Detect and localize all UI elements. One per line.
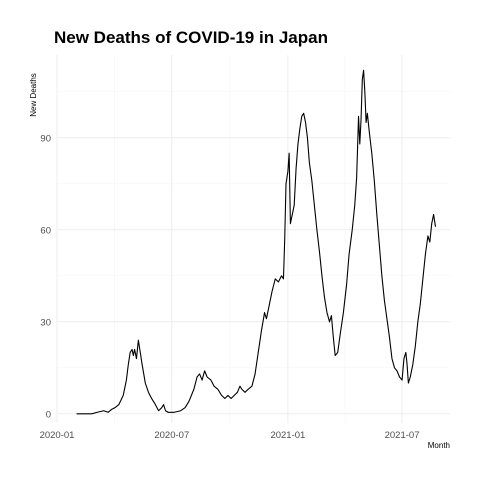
major-gridlines xyxy=(56,55,450,423)
series-group xyxy=(76,69,437,415)
y-axis-tick-labels: 0 30 60 90 xyxy=(40,133,51,420)
y-tick-label: 30 xyxy=(40,317,51,328)
chart-title: New Deaths of COVID-19 in Japan xyxy=(54,28,328,47)
x-axis-tick-labels: 2020-01 2020-07 2021-01 2021-07 xyxy=(40,430,420,441)
x-tick-label: 2021-07 xyxy=(385,430,420,441)
x-axis-title: Month xyxy=(428,441,450,450)
x-tick-label: 2021-01 xyxy=(270,430,305,441)
minor-gridlines xyxy=(57,55,450,423)
x-tick-label: 2020-07 xyxy=(154,430,189,441)
x-tick-label: 2020-01 xyxy=(40,430,75,441)
y-tick-label: 60 xyxy=(40,225,51,236)
series-line-0 xyxy=(76,69,437,415)
y-tick-label: 90 xyxy=(40,133,51,144)
y-axis-title: New Deaths xyxy=(29,73,38,117)
y-tick-label: 0 xyxy=(46,409,51,420)
